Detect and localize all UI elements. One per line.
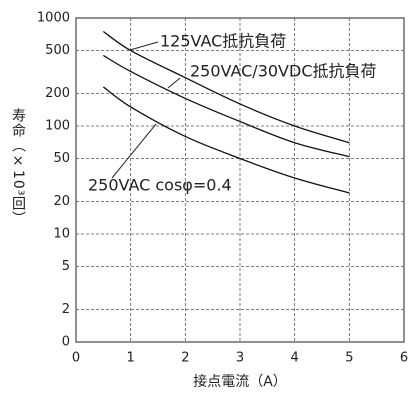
y-tick-label: 0: [62, 335, 70, 350]
x-tick-label: 2: [181, 351, 189, 366]
series-line: [103, 54, 350, 158]
x-tick-label: 5: [345, 351, 353, 366]
y-tick-label: 5: [62, 259, 70, 274]
y-tick-label: 500: [45, 43, 70, 58]
series-line: [102, 86, 350, 194]
series-label: 125VAC抵抗負荷: [160, 32, 286, 51]
x-tick-label: 4: [291, 351, 299, 366]
y-tick-label: 20: [53, 194, 70, 209]
y-tick-label: 50: [53, 151, 70, 166]
y-tick-label: 2: [62, 302, 70, 317]
y-tick-label: 200: [45, 86, 70, 101]
leader-line: [129, 41, 159, 51]
series-label: 250VAC/30VDC抵抗負荷: [190, 62, 377, 81]
y-tick-label: 1000: [37, 11, 70, 26]
x-tick-label: 0: [72, 351, 80, 366]
x-tick-label: 1: [127, 351, 135, 366]
series-line: [102, 30, 350, 144]
x-tick-label: 3: [236, 351, 244, 366]
x-tick-label: 6: [400, 351, 408, 366]
y-axis-label: 寿命（×10³回）: [10, 108, 26, 227]
series-label: 250VAC cosφ=0.4: [88, 176, 232, 195]
leader-line: [167, 77, 181, 89]
leader-line: [111, 123, 157, 179]
y-tick-label: 100: [45, 119, 70, 134]
y-tick-label: 10: [53, 227, 70, 242]
x-axis-label: 接点電流（A）: [193, 373, 287, 390]
